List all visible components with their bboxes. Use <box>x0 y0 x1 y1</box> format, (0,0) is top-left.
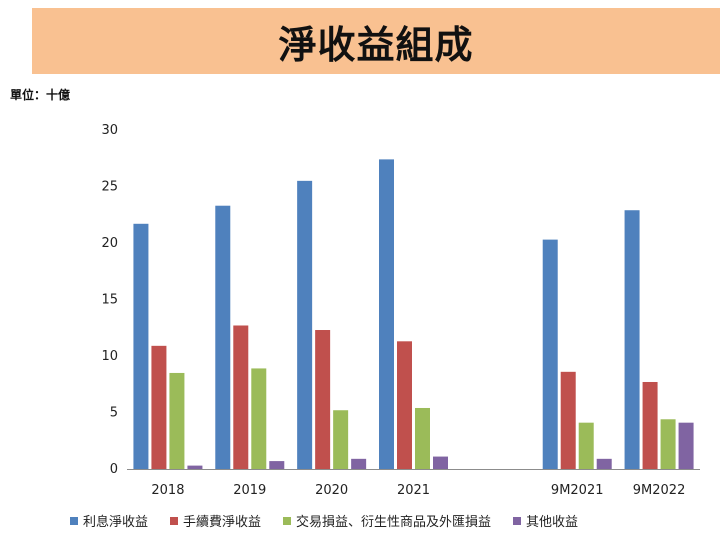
x-tick-label: 2021 <box>397 483 430 498</box>
bar <box>333 410 349 469</box>
bar <box>251 368 267 469</box>
y-tick-label: 10 <box>101 349 118 364</box>
legend: 利息淨收益 手續費淨收益 交易損益、衍生性商品及外匯損益 其他收益 <box>70 511 600 530</box>
y-tick-label: 0 <box>110 462 118 477</box>
legend-label: 交易損益、衍生性商品及外匯損益 <box>296 515 492 530</box>
bar <box>660 419 676 469</box>
legend-swatch <box>170 516 179 525</box>
x-tick-label: 2020 <box>315 483 348 498</box>
y-tick-label: 25 <box>101 180 118 195</box>
y-tick-label: 30 <box>101 123 118 138</box>
legend-label: 其他收益 <box>526 515 579 530</box>
bar <box>678 422 694 469</box>
bar <box>433 456 448 469</box>
bar <box>624 210 640 470</box>
x-tick-label: 2019 <box>233 483 266 498</box>
bar <box>233 325 249 469</box>
bar <box>542 239 558 469</box>
chart-title: 淨收益組成 <box>278 22 474 67</box>
y-tick-label: 20 <box>101 236 118 251</box>
legend-item: 交易損益、衍生性商品及外匯損益 <box>283 511 491 530</box>
bar <box>133 223 149 469</box>
bar <box>415 407 430 469</box>
bar <box>379 159 394 469</box>
bar <box>187 465 203 469</box>
bar <box>215 205 231 469</box>
legend-item: 利息淨收益 <box>70 511 148 530</box>
bar <box>596 458 612 469</box>
title-banner: 淨收益組成 <box>32 8 720 74</box>
bar <box>560 371 576 469</box>
legend-item: 手續費淨收益 <box>170 511 261 530</box>
bar <box>297 180 313 469</box>
legend-swatch <box>70 516 78 525</box>
legend-swatch <box>513 516 522 525</box>
bar <box>351 458 367 469</box>
x-tick-label: 9M2022 <box>633 483 686 498</box>
bar <box>642 381 658 469</box>
y-tick-label: 15 <box>101 293 118 308</box>
bar <box>169 372 185 469</box>
bar <box>397 341 412 469</box>
bar <box>269 461 285 469</box>
legend-label: 利息淨收益 <box>83 515 149 530</box>
legend-label: 手續費淨收益 <box>183 515 262 530</box>
legend-swatch <box>283 516 292 525</box>
bar <box>315 330 331 469</box>
bar <box>578 422 594 469</box>
y-tick-label: 5 <box>110 406 118 421</box>
x-tick-label: 2018 <box>151 483 184 498</box>
unit-label: 單位：十億 <box>10 88 71 102</box>
x-tick-label: 9M2021 <box>551 483 604 498</box>
legend-item: 其他收益 <box>513 511 578 530</box>
bar <box>151 345 167 469</box>
